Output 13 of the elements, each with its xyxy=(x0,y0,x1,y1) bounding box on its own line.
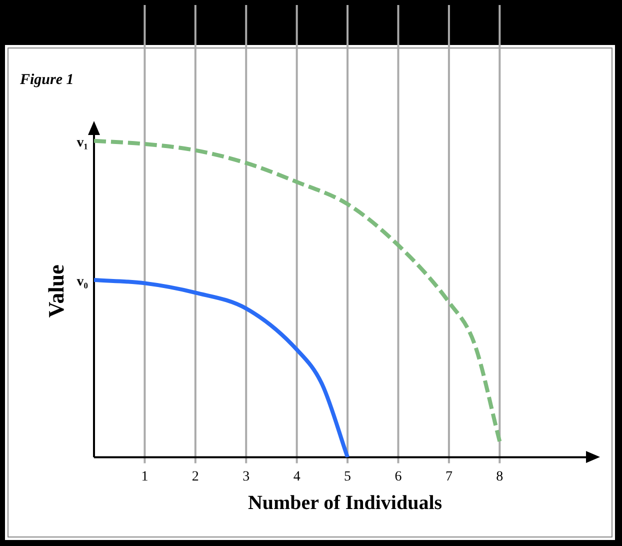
annotation: v₁ xyxy=(76,135,88,150)
x-tick-label: 3 xyxy=(242,469,250,484)
x-tick-label: 1 xyxy=(141,469,148,484)
annotation: v₀ xyxy=(76,274,88,290)
x-tick-label: 6 xyxy=(394,469,402,484)
x-tick-label: 8 xyxy=(496,469,504,484)
y-axis-title: Value xyxy=(44,264,69,318)
x-tick-label: 7 xyxy=(445,469,452,484)
x-tick-label: 2 xyxy=(192,469,199,484)
x-tick-label: 5 xyxy=(344,469,352,484)
chart-title: Figure 1 xyxy=(19,72,74,88)
x-axis-title: Number of Individuals xyxy=(248,492,442,514)
x-tick-label: 4 xyxy=(293,469,300,484)
